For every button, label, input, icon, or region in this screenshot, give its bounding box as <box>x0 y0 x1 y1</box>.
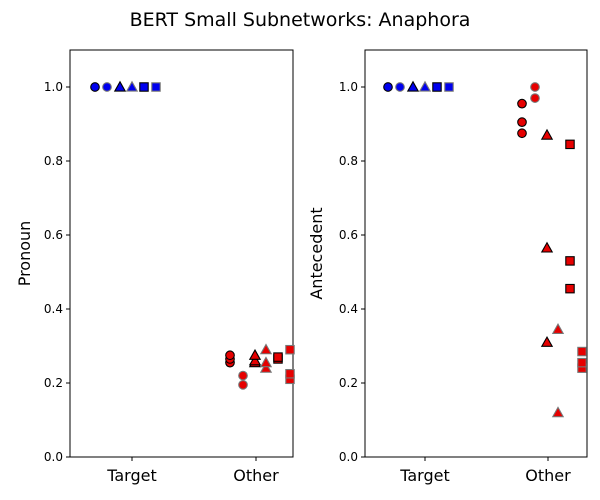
y-tick-label: 0.8 <box>44 154 63 168</box>
x-tick-label: Other <box>233 466 279 485</box>
data-point-target <box>90 82 100 92</box>
data-point-target <box>444 82 454 92</box>
data-point-other <box>238 380 248 390</box>
y-tick-label: 0.4 <box>339 302 358 316</box>
y-axis-label: Antecedent <box>307 207 326 299</box>
y-tick-label: 0.0 <box>339 450 358 464</box>
data-point-other <box>273 352 283 362</box>
data-point-other <box>517 98 527 109</box>
y-tick-label: 0.0 <box>44 450 63 464</box>
data-point-target <box>102 82 112 92</box>
data-point-other <box>285 344 295 355</box>
data-point-other <box>225 350 235 361</box>
data-point-other <box>238 370 248 381</box>
y-tick-label: 0.6 <box>44 228 63 242</box>
data-point-other <box>248 354 262 366</box>
data-point-other <box>565 139 575 150</box>
data-point-other <box>540 128 554 140</box>
data-point-target <box>432 82 442 92</box>
data-point-other <box>259 361 273 373</box>
data-point-other <box>540 241 554 253</box>
y-tick-label: 0.2 <box>339 376 358 390</box>
data-point-other <box>577 357 587 368</box>
data-point-target <box>151 82 161 92</box>
data-point-target <box>395 82 405 92</box>
data-point-other <box>565 256 575 266</box>
x-tick-label: Target <box>106 466 157 485</box>
data-point-target <box>418 80 432 92</box>
data-point-target <box>125 80 139 92</box>
subplot-2: 0.0 0.2 0.4 0.6 0.8 1.0 Target Other Antecedent <box>307 49 588 485</box>
plot-frame <box>69 49 294 458</box>
chart-title: BERT Small Subnetworks: Anaphora <box>130 9 471 31</box>
data-point-target <box>406 80 420 92</box>
data-point-other <box>551 406 565 418</box>
data-point-other <box>540 335 554 347</box>
data-point-other <box>259 343 273 355</box>
data-point-other <box>530 93 540 103</box>
subplot-1: 0.0 0.2 0.4 0.6 0.8 1.0 Target Other Pronoun <box>15 49 295 485</box>
y-tick-label: 1.0 <box>44 80 63 94</box>
x-tick-label: Other <box>525 466 571 485</box>
plot-frame <box>364 49 588 458</box>
data-point-other <box>259 356 273 368</box>
data-point-other <box>565 283 575 294</box>
data-point-other <box>530 82 540 92</box>
data-point-other <box>285 368 295 379</box>
data-point-other <box>248 348 262 360</box>
data-point-target <box>383 82 393 92</box>
data-point-other <box>577 346 587 357</box>
y-axis-label: Pronoun <box>15 221 34 287</box>
x-tick-label: Target <box>399 466 450 485</box>
y-tick-label: 0.2 <box>44 376 63 390</box>
y-tick-label: 0.4 <box>44 302 63 316</box>
data-point-target <box>113 80 127 92</box>
y-tick-label: 0.6 <box>339 228 358 242</box>
y-tick-label: 1.0 <box>339 80 358 94</box>
data-point-target <box>139 82 149 92</box>
data-point-other <box>517 117 527 127</box>
data-point-other <box>551 323 565 334</box>
y-tick-label: 0.8 <box>339 154 358 168</box>
data-point-other <box>517 128 527 139</box>
